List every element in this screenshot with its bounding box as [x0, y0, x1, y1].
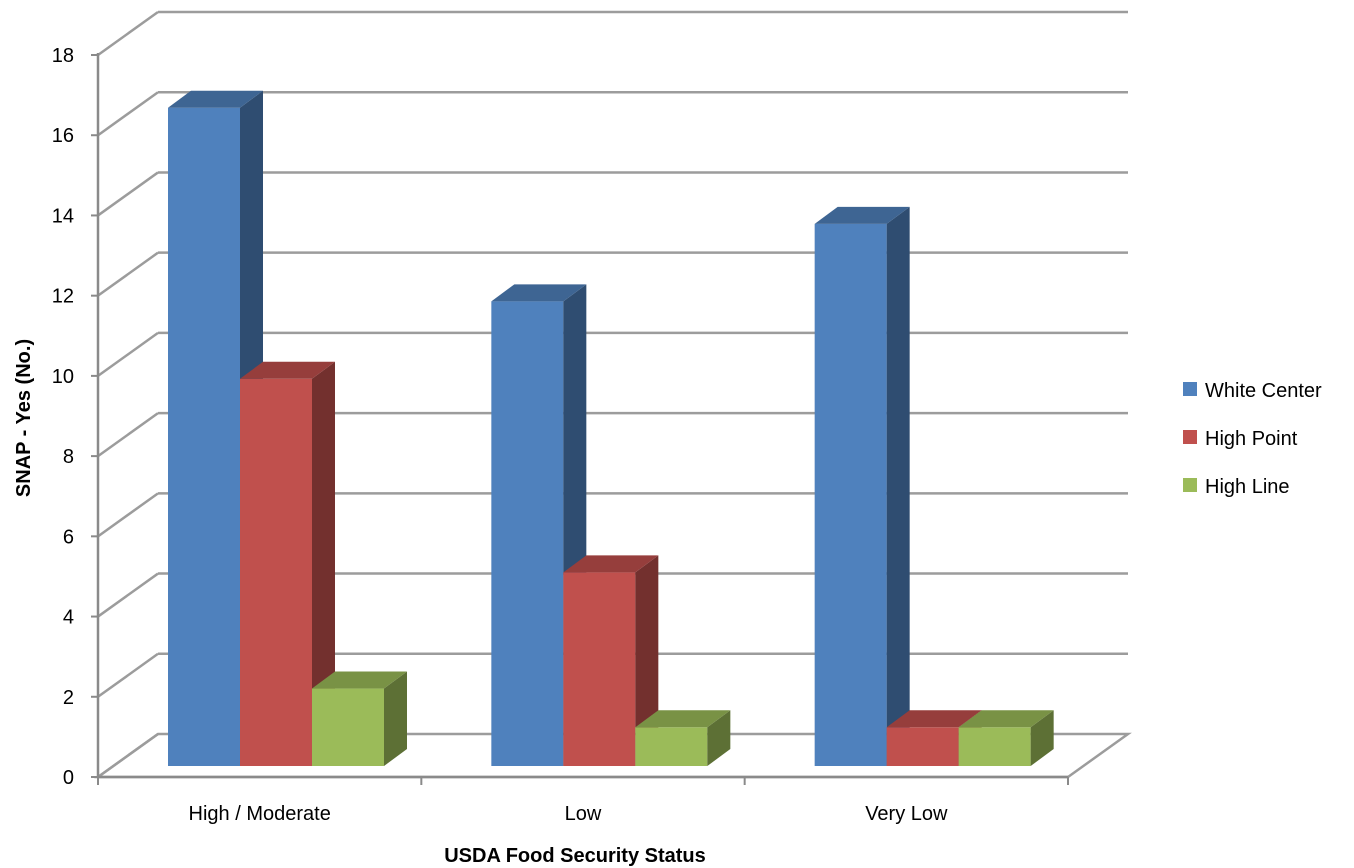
- axes: [91, 53, 1069, 785]
- legend-swatch: [1183, 382, 1197, 396]
- bar: [563, 555, 659, 766]
- x-tick-label: Low: [565, 803, 602, 825]
- legend-entry: White Center: [1183, 380, 1322, 402]
- legend-label: High Line: [1205, 476, 1290, 498]
- y-tick-label: 16: [52, 125, 74, 147]
- legend-entry: High Point: [1183, 428, 1298, 450]
- y-tick-label: 0: [63, 767, 74, 789]
- bar: [312, 671, 407, 766]
- x-tick-label: High / Moderate: [189, 803, 331, 825]
- y-axis-title: SNAP - Yes (No.): [13, 339, 35, 497]
- y-tick-label: 14: [52, 205, 74, 227]
- y-tick-label: 4: [63, 607, 74, 629]
- legend-label: White Center: [1205, 380, 1322, 402]
- y-tick-label: 18: [52, 45, 74, 67]
- legend-swatch: [1183, 478, 1197, 492]
- y-tick-label: 8: [63, 446, 74, 468]
- bar: [958, 710, 1054, 766]
- gridline: [97, 251, 1128, 297]
- gridline: [97, 90, 1128, 137]
- legend-label: High Point: [1205, 428, 1298, 450]
- y-tick-label: 2: [63, 687, 74, 709]
- bar: [635, 710, 731, 766]
- gridline: [97, 171, 1128, 217]
- y-tick-label: 12: [52, 286, 74, 308]
- bar: [240, 361, 335, 766]
- gridline: [97, 10, 1128, 57]
- bar: [814, 206, 910, 766]
- y-tick-label: 6: [63, 526, 74, 548]
- bars: [168, 90, 1054, 766]
- legend-swatch: [1183, 430, 1197, 444]
- legend: White Center High Point High Line: [1183, 380, 1322, 498]
- legend-entry: High Line: [1183, 476, 1290, 498]
- y-tick-labels: 0 2 4 6 8 10 12 14 16 18: [52, 45, 74, 789]
- y-tick-label: 10: [52, 366, 74, 388]
- gridline: [97, 331, 1128, 377]
- x-tick-labels: High / Moderate Low Very Low: [189, 803, 949, 825]
- x-axis-title: USDA Food Security Status: [444, 845, 706, 867]
- x-tick-label: Very Low: [865, 803, 948, 825]
